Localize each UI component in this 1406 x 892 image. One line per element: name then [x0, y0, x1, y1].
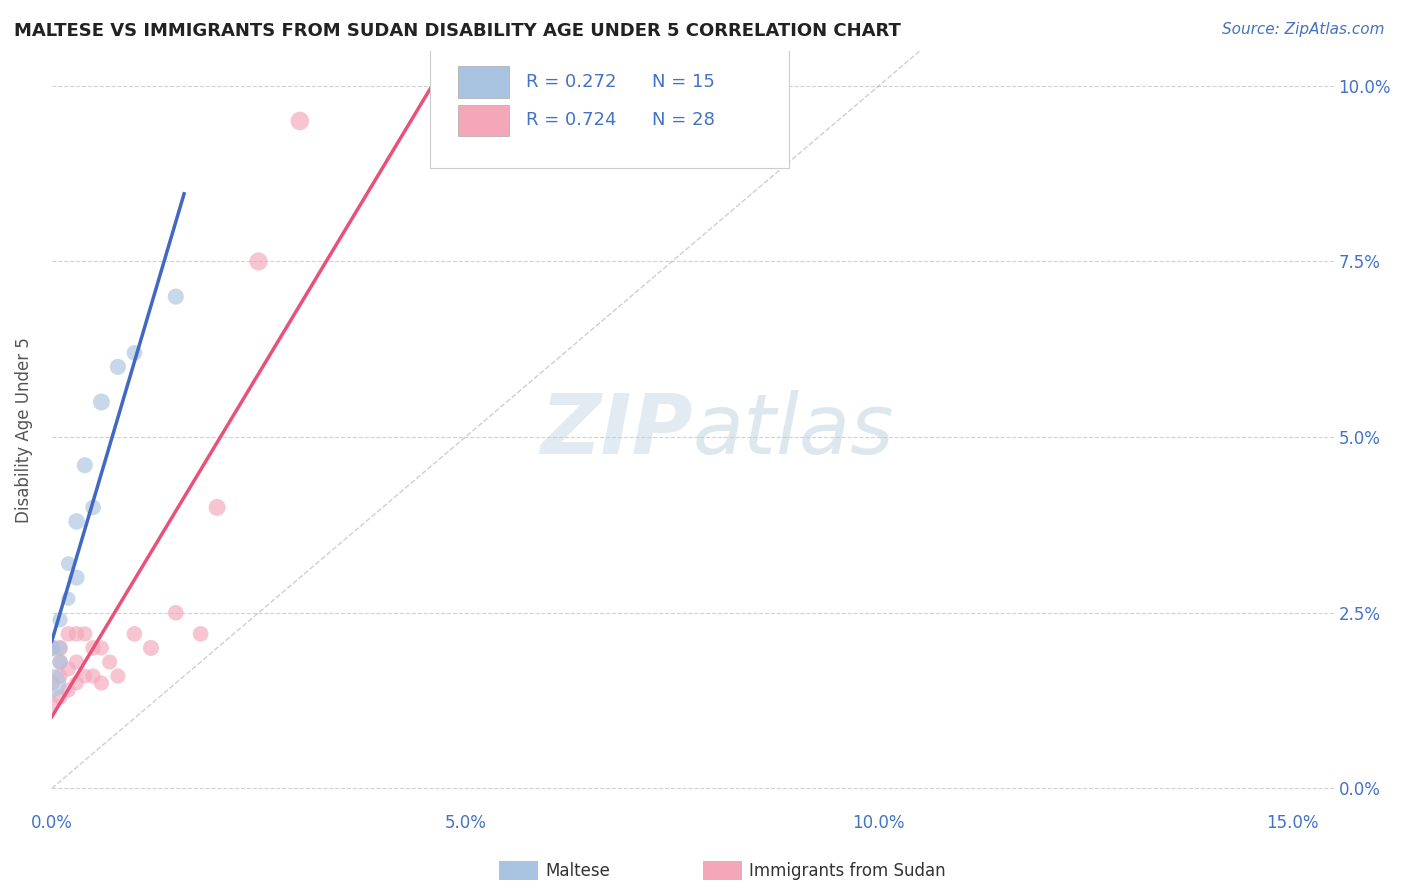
Point [58, 591, 80, 606]
Text: N = 28: N = 28 [651, 111, 714, 128]
Text: R = 0.272: R = 0.272 [526, 73, 617, 91]
Point [288, 114, 311, 128]
FancyBboxPatch shape [458, 66, 509, 98]
Point [82, 669, 104, 683]
Point [165, 606, 187, 620]
Text: Immigrants from Sudan: Immigrants from Sudan [749, 862, 946, 880]
FancyBboxPatch shape [458, 104, 509, 136]
Point [58, 557, 80, 571]
Point [65, 515, 87, 529]
Point [98, 655, 121, 669]
Point [41, 676, 63, 690]
Point [49, 640, 72, 655]
Text: Source: ZipAtlas.com: Source: ZipAtlas.com [1222, 22, 1385, 37]
Point [205, 500, 228, 515]
Point [73, 669, 96, 683]
Point [90, 395, 112, 409]
Point [82, 500, 104, 515]
Text: N = 15: N = 15 [651, 73, 714, 91]
Point [41, 640, 63, 655]
Point [41, 697, 63, 711]
Point [41, 640, 63, 655]
Text: ZIP: ZIP [540, 390, 693, 471]
Point [49, 655, 72, 669]
Point [247, 254, 270, 268]
Point [190, 627, 212, 641]
Point [65, 676, 87, 690]
Point [90, 676, 112, 690]
Text: R = 0.724: R = 0.724 [526, 111, 617, 128]
Point [165, 290, 187, 304]
Point [107, 359, 129, 374]
Text: atlas: atlas [693, 390, 894, 471]
Point [58, 683, 80, 698]
Point [73, 458, 96, 473]
Point [139, 640, 162, 655]
Text: Maltese: Maltese [546, 862, 610, 880]
Text: MALTESE VS IMMIGRANTS FROM SUDAN DISABILITY AGE UNDER 5 CORRELATION CHART: MALTESE VS IMMIGRANTS FROM SUDAN DISABIL… [14, 22, 901, 40]
Point [90, 640, 112, 655]
Point [73, 627, 96, 641]
Point [65, 627, 87, 641]
Point [124, 346, 146, 360]
Y-axis label: Disability Age Under 5: Disability Age Under 5 [15, 337, 32, 523]
Point [65, 655, 87, 669]
Point [65, 571, 87, 585]
Point [58, 662, 80, 676]
FancyBboxPatch shape [430, 47, 789, 169]
Point [49, 613, 72, 627]
Point [49, 669, 72, 683]
Point [49, 655, 72, 669]
Point [49, 690, 72, 705]
Point [58, 627, 80, 641]
Point [82, 640, 104, 655]
Point [124, 627, 146, 641]
Point [41, 676, 63, 690]
Point [107, 669, 129, 683]
Point [49, 640, 72, 655]
